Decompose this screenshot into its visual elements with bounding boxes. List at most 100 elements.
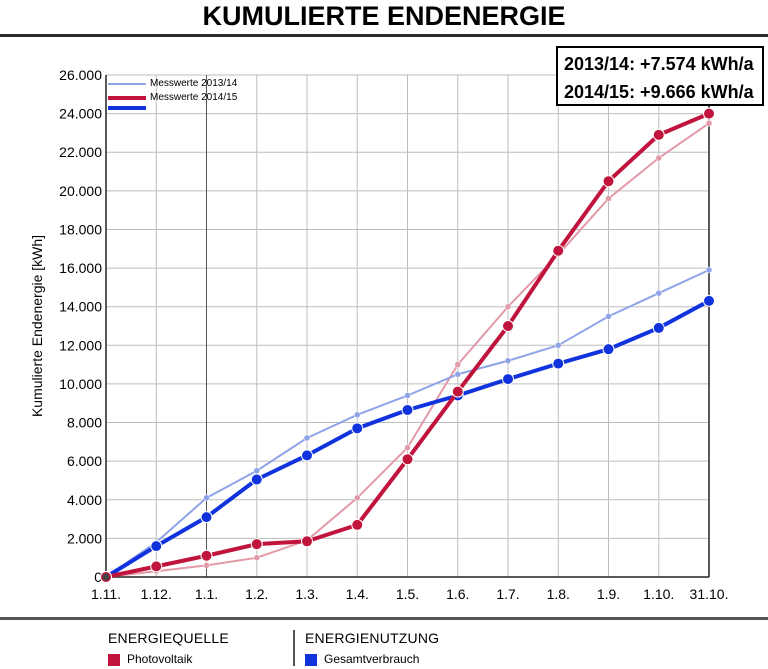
origin-point xyxy=(102,573,110,581)
y-tick-label: 26.000 xyxy=(59,67,102,83)
summary-box: 2013/14: +7.574 kWh/a 2014/15: +9.666 kW… xyxy=(556,46,764,106)
x-tick-label: 1.12. xyxy=(141,586,172,602)
data-point-use-2014-15 xyxy=(602,343,615,356)
data-point-pv-2013-14 xyxy=(253,554,260,561)
data-point-pv-2014-15 xyxy=(351,518,364,531)
data-point-pv-2014-15 xyxy=(703,107,715,120)
x-tick-label: 1.6. xyxy=(446,586,469,602)
y-tick-label: 4.000 xyxy=(67,492,102,508)
y-tick-label: 24.000 xyxy=(59,106,102,122)
x-tick-label: 1.10. xyxy=(643,586,674,602)
x-tick-label: 1.11. xyxy=(91,586,121,602)
y-tick-label: 8.000 xyxy=(67,415,102,431)
footer-item-use-label: Gesamtverbrauch xyxy=(324,652,420,666)
footer-heading-use: ENERGIENUTZUNG xyxy=(305,630,440,646)
data-point-pv-2014-15 xyxy=(150,560,163,573)
series xyxy=(100,107,715,583)
footer-column-divider xyxy=(293,630,295,666)
data-point-pv-2014-15 xyxy=(401,453,414,466)
data-point-pv-2014-15 xyxy=(552,244,565,257)
data-point-use-2013-14 xyxy=(705,266,713,274)
legend-swatch-2014-15-blue xyxy=(108,106,146,110)
legend-item-2014-15-pv: Messwerte 2014/15 xyxy=(108,92,268,106)
pv-color-square xyxy=(108,654,120,666)
x-tick-label: 1.4. xyxy=(346,586,369,602)
grid xyxy=(106,74,710,577)
legend-item-2013-14: Messwerte 2013/14 xyxy=(108,78,268,92)
data-point-use-2014-15 xyxy=(703,294,715,307)
y-tick-label: 0 xyxy=(94,569,102,585)
data-point-use-2014-15 xyxy=(552,357,565,370)
data-point-use-2013-14 xyxy=(504,357,512,365)
footer-energy-use: ENERGIENUTZUNG Gesamtverbrauch xyxy=(305,630,440,666)
data-point-use-2014-15 xyxy=(301,449,313,462)
x-tick-label: 1.2. xyxy=(245,586,268,602)
data-point-pv-2013-14 xyxy=(454,361,461,368)
data-point-use-2013-14 xyxy=(555,342,562,349)
summary-line-2014-15: 2014/15: +9.666 kWh/a xyxy=(564,82,754,102)
data-point-pv-2013-14 xyxy=(705,120,713,127)
legend-item-2014-15-use xyxy=(108,104,268,118)
legend-label: Messwerte 2013/14 xyxy=(150,78,238,89)
line-chart: 0 2.000 4.000 6.000 8.000 10.000 12.000 14.000 1… xyxy=(29,67,728,602)
data-point-use-2013-14 xyxy=(253,467,260,475)
x-tick-label: 1.1. xyxy=(195,586,218,602)
data-point-use-2013-14 xyxy=(655,289,662,297)
data-point-use-2014-15 xyxy=(652,321,665,334)
data-point-use-2013-14 xyxy=(605,313,612,320)
x-tick-label: 1.5. xyxy=(396,586,419,602)
data-point-use-2014-15 xyxy=(250,473,263,486)
data-point-pv-2014-15 xyxy=(250,538,263,551)
data-point-pv-2014-15 xyxy=(602,175,615,188)
y-tick-label: 2.000 xyxy=(67,530,102,546)
x-tick-label: 1.8. xyxy=(547,586,570,602)
data-point-use-2013-14 xyxy=(354,411,361,419)
data-point-use-2014-15 xyxy=(502,373,514,386)
y-tick-label: 22.000 xyxy=(59,144,102,160)
title-divider xyxy=(0,34,768,37)
chart-legend: Messwerte 2013/14 Messwerte 2014/15 xyxy=(108,78,268,118)
data-point-pv-2013-14 xyxy=(655,154,662,162)
legend-label: Messwerte 2014/15 xyxy=(150,92,238,103)
y-tick-label: 6.000 xyxy=(67,453,102,469)
data-point-pv-2014-15 xyxy=(301,535,313,548)
summary-line-2013-14: 2013/14: +7.574 kWh/a xyxy=(564,54,754,74)
footer-heading-source: ENERGIEQUELLE xyxy=(108,630,229,646)
y-tick-label: 18.000 xyxy=(59,221,102,237)
data-point-pv-2014-15 xyxy=(502,320,514,332)
data-point-pv-2013-14 xyxy=(605,195,612,202)
y-tick-label: 16.000 xyxy=(59,260,102,276)
footer-divider-line xyxy=(0,617,768,620)
data-point-use-2013-14 xyxy=(454,371,461,378)
data-point-pv-2014-15 xyxy=(451,385,464,398)
page-title: KUMULIERTE ENDENERGIE xyxy=(202,1,566,31)
x-tick-label: 31.10. xyxy=(690,586,729,602)
data-point-use-2014-15 xyxy=(401,403,414,416)
footer-energy-source: ENERGIEQUELLE Photovoltaik xyxy=(108,630,229,666)
x-tick-label: 1.7. xyxy=(496,586,519,602)
legend-swatch-2013-14 xyxy=(108,83,146,85)
data-point-use-2014-15 xyxy=(150,540,163,553)
data-point-pv-2013-14 xyxy=(504,303,512,310)
data-point-pv-2013-14 xyxy=(404,444,411,451)
axes: 0 2.000 4.000 6.000 8.000 10.000 12.000 14.000 1… xyxy=(59,67,728,602)
data-point-pv-2013-14 xyxy=(203,562,210,569)
data-point-pv-2014-15 xyxy=(200,549,213,562)
data-point-use-2014-15 xyxy=(200,511,213,524)
x-tick-label: 1.9. xyxy=(597,586,620,602)
y-tick-label: 10.000 xyxy=(59,376,102,392)
y-tick-label: 12.000 xyxy=(59,337,102,353)
data-point-pv-2013-14 xyxy=(354,494,361,502)
data-point-pv-2014-15 xyxy=(652,128,665,141)
footer-item-pv-label: Photovoltaik xyxy=(127,652,193,666)
data-point-use-2013-14 xyxy=(203,494,210,502)
x-tick-label: 1.3. xyxy=(295,586,318,602)
data-point-use-2013-14 xyxy=(404,392,411,399)
y-tick-label: 20.000 xyxy=(59,183,102,199)
data-point-use-2013-14 xyxy=(303,434,311,442)
data-point-use-2014-15 xyxy=(351,422,364,435)
use-color-square xyxy=(305,654,317,666)
legend-swatch-2014-15-red xyxy=(108,96,146,100)
y-axis-label: Kumulierte Endenergie [kWh] xyxy=(29,235,45,417)
y-tick-label: 14.000 xyxy=(59,299,102,315)
